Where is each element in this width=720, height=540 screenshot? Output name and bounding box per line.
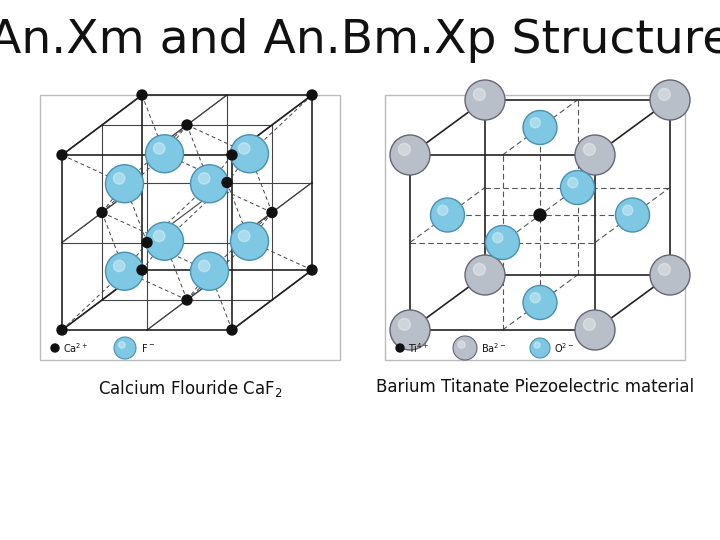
Text: F$^-$: F$^-$ [141,342,155,354]
Circle shape [227,325,237,335]
Circle shape [465,255,505,295]
Circle shape [114,260,125,272]
Text: Ba$^{2-}$: Ba$^{2-}$ [481,341,506,355]
Circle shape [650,80,690,120]
Circle shape [199,260,210,272]
Circle shape [523,286,557,320]
Circle shape [398,319,410,330]
Circle shape [145,222,184,260]
Circle shape [530,118,540,128]
Circle shape [390,310,430,350]
Text: O$^{2-}$: O$^{2-}$ [554,341,575,355]
Text: Ti$^{4+}$: Ti$^{4+}$ [408,341,429,355]
Circle shape [485,226,520,260]
Circle shape [398,144,410,156]
Circle shape [623,205,633,215]
Circle shape [145,135,184,173]
Bar [40,95,340,360]
Circle shape [523,111,557,145]
Circle shape [390,135,430,175]
Circle shape [191,252,228,291]
Circle shape [567,178,578,188]
Circle shape [137,90,147,100]
Circle shape [114,337,136,359]
Circle shape [396,344,404,352]
Circle shape [492,233,503,243]
Circle shape [153,230,165,241]
Circle shape [583,144,595,156]
Circle shape [238,143,250,154]
Circle shape [153,143,165,154]
Circle shape [227,150,237,160]
Circle shape [182,295,192,305]
Circle shape [560,171,595,205]
Circle shape [583,319,595,330]
Circle shape [616,198,649,232]
Circle shape [474,264,485,275]
Circle shape [57,325,67,335]
Circle shape [191,165,228,202]
Circle shape [307,90,317,100]
Circle shape [106,165,143,202]
Circle shape [199,173,210,184]
Circle shape [238,230,250,241]
Circle shape [267,207,277,218]
Circle shape [222,178,232,187]
Circle shape [230,135,269,173]
Circle shape [51,344,59,352]
Circle shape [650,255,690,295]
Circle shape [114,173,125,184]
Circle shape [57,150,67,160]
Circle shape [465,80,505,120]
Circle shape [142,238,152,247]
Circle shape [575,310,615,350]
Text: An.Xm and An.Bm.Xp Structure: An.Xm and An.Bm.Xp Structure [0,18,720,63]
Bar [385,95,685,360]
Circle shape [530,338,550,358]
Circle shape [534,342,540,348]
Circle shape [658,89,670,100]
Circle shape [230,222,269,260]
Circle shape [458,341,465,348]
Circle shape [575,135,615,175]
Circle shape [658,264,670,275]
Circle shape [182,120,192,130]
Circle shape [97,207,107,218]
Circle shape [119,342,125,348]
Circle shape [438,205,448,215]
Circle shape [530,293,540,303]
Circle shape [137,265,147,275]
Circle shape [106,252,143,291]
Text: Barium Titanate Piezoelectric material: Barium Titanate Piezoelectric material [376,378,694,396]
Circle shape [474,89,485,100]
Text: Ca$^{2+}$: Ca$^{2+}$ [63,341,89,355]
Circle shape [534,209,546,221]
Circle shape [307,265,317,275]
Circle shape [453,336,477,360]
Circle shape [431,198,464,232]
Text: Calcium Flouride CaF$_2$: Calcium Flouride CaF$_2$ [98,378,282,399]
